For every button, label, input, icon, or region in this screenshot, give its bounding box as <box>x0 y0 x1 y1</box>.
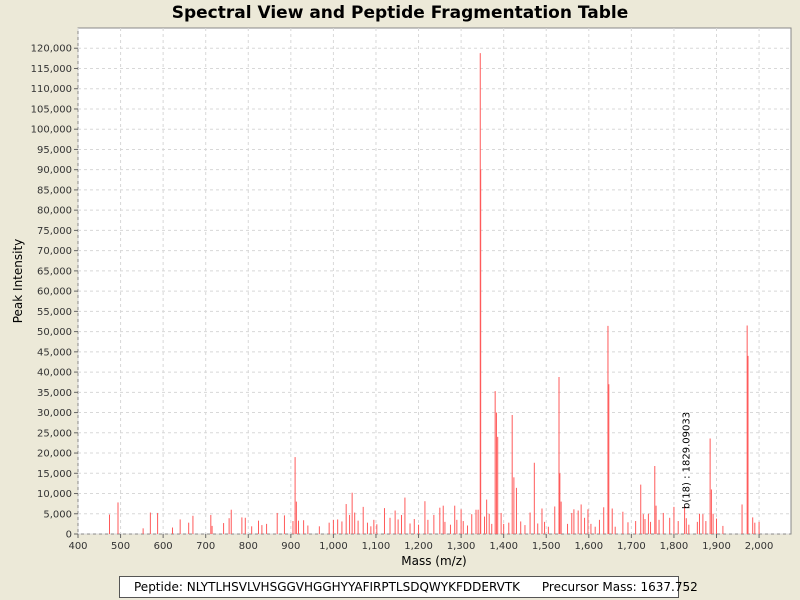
y-tick-label: 105,000 <box>31 104 72 115</box>
y-tick-label: 70,000 <box>37 246 72 257</box>
x-tick-label: 400 <box>68 541 87 552</box>
y-tick-label: 90,000 <box>37 165 72 176</box>
y-tick-label: 120,000 <box>31 44 72 55</box>
annotations: b(18) : 1829.09033 <box>681 412 692 509</box>
x-axis-label: Mass (m/z) <box>401 554 466 568</box>
y-tick-label: 60,000 <box>37 287 72 298</box>
x-tick-label: 1,800 <box>660 541 689 552</box>
chart-title: Spectral View and Peptide Fragmentation … <box>171 3 629 23</box>
x-tick-label: 500 <box>111 541 130 552</box>
y-tick-label: 5,000 <box>43 509 72 520</box>
y-tick-label: 80,000 <box>37 206 72 217</box>
y-axis-ticks: 0 5,000 10,000 15,000 20,000 25,000 30,000 35,0… <box>31 44 78 541</box>
y-tick-label: 65,000 <box>37 266 72 277</box>
y-tick-label: 110,000 <box>31 84 72 95</box>
peaks <box>108 53 760 534</box>
spectrum-chart: 400 500 600 700 800 900 1,000 1,100 1,200 1,300 1,… <box>11 27 792 568</box>
x-tick-label: 1,200 <box>404 541 433 552</box>
x-axis-ticks: 400 500 600 700 800 900 1,000 1,100 1,200 1,300 1,… <box>68 534 773 552</box>
x-tick-label: 700 <box>196 541 215 552</box>
x-tick-label: 1,000 <box>319 541 348 552</box>
x-tick-label: 1,700 <box>617 541 646 552</box>
y-tick-label: 15,000 <box>37 469 72 480</box>
peptide-label: Peptide: <box>134 580 183 594</box>
y-tick-label: 55,000 <box>37 307 72 318</box>
precursor-value: 1637.752 <box>640 580 698 594</box>
y-tick-label: 10,000 <box>37 489 72 500</box>
x-tick-label: 600 <box>154 541 173 552</box>
x-tick-label: 2,000 <box>745 541 774 552</box>
peptide-info-box: Peptide: NLYTLHSVLVHSGGVHGGHYYAFIRPTLSDQ… <box>119 576 698 598</box>
y-tick-label: 20,000 <box>37 449 72 460</box>
x-tick-label: 1,600 <box>574 541 603 552</box>
grid-lines <box>77 28 791 535</box>
precursor-label: Precursor Mass: <box>541 580 637 594</box>
x-tick-label: 1,300 <box>447 541 476 552</box>
x-tick-label: 1,900 <box>702 541 731 552</box>
y-tick-label: 85,000 <box>37 185 72 196</box>
plot-area <box>77 27 792 535</box>
y-tick-label: 45,000 <box>37 347 72 358</box>
y-tick-label: 50,000 <box>37 327 72 338</box>
x-tick-label: 900 <box>281 541 300 552</box>
y-tick-label: 25,000 <box>37 428 72 439</box>
peptide-value: NLYTLHSVLVHSGGVHGGHYYAFIRPTLSDQWYKFDDERV… <box>186 580 521 594</box>
y-tick-label: 95,000 <box>37 145 72 156</box>
x-tick-label: 1,500 <box>532 541 561 552</box>
peak-annotation: b(18) : 1829.09033 <box>681 412 692 509</box>
x-tick-label: 800 <box>239 541 258 552</box>
x-tick-label: 1,100 <box>362 541 391 552</box>
y-tick-label: 75,000 <box>37 226 72 237</box>
y-tick-label: 100,000 <box>31 125 72 136</box>
y-tick-label: 30,000 <box>37 408 72 419</box>
y-tick-label: 35,000 <box>37 388 72 399</box>
x-tick-label: 1,400 <box>489 541 518 552</box>
y-tick-label: 40,000 <box>37 368 72 379</box>
y-tick-label: 115,000 <box>31 64 72 75</box>
y-tick-label: 0 <box>66 530 72 541</box>
y-axis-label: Peak Intensity <box>11 239 25 324</box>
